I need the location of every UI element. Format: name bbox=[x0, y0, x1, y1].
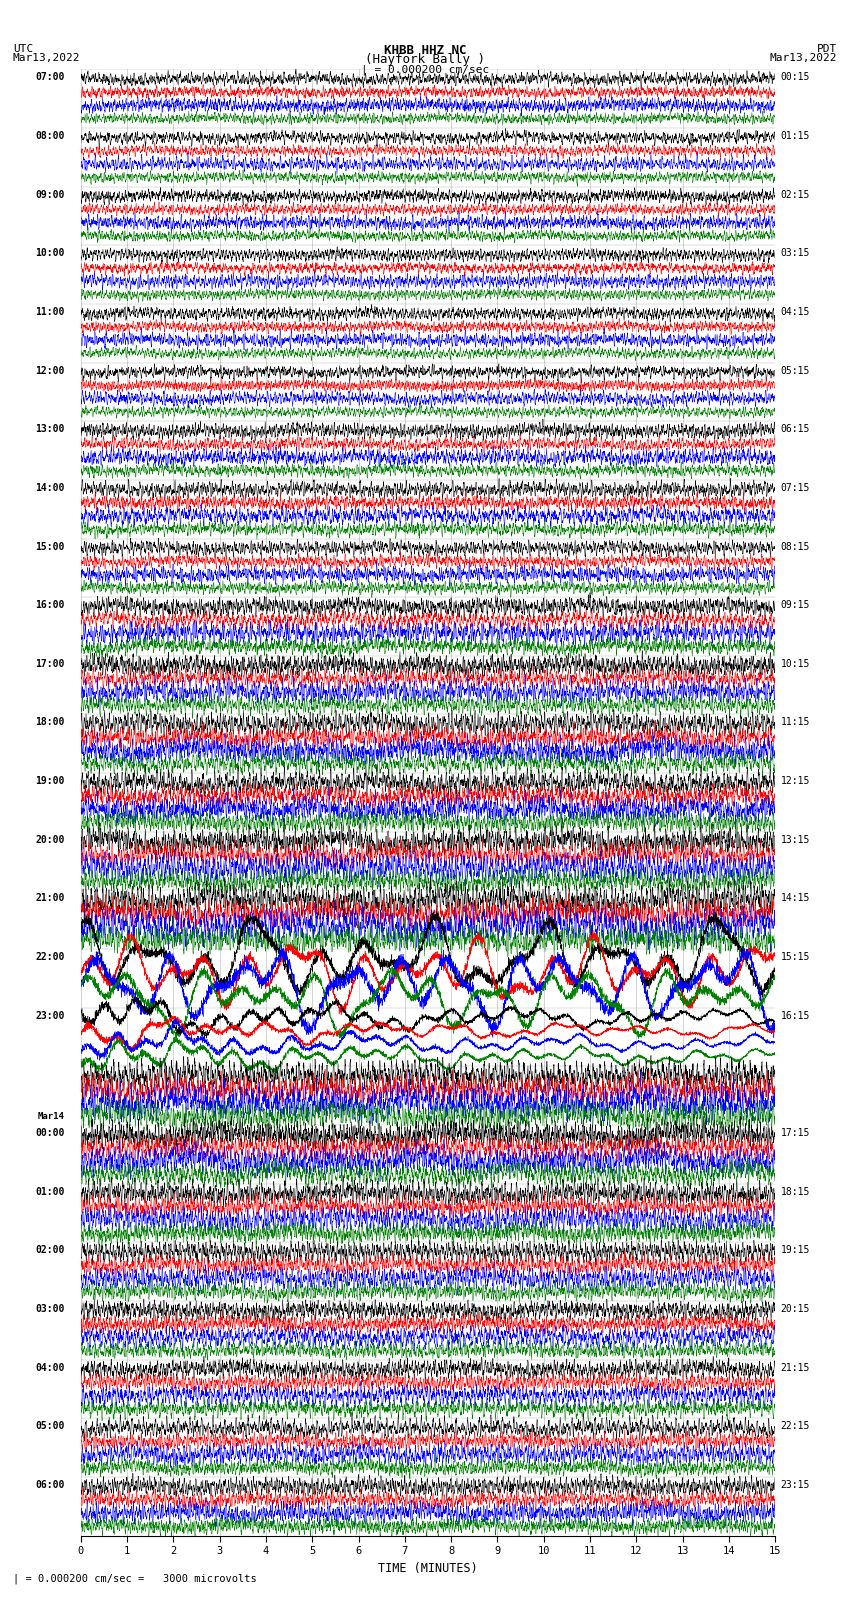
Text: 10:00: 10:00 bbox=[35, 248, 65, 258]
Text: 21:15: 21:15 bbox=[781, 1363, 810, 1373]
Text: 19:00: 19:00 bbox=[35, 776, 65, 786]
X-axis label: TIME (MINUTES): TIME (MINUTES) bbox=[378, 1561, 478, 1574]
Text: 02:00: 02:00 bbox=[35, 1245, 65, 1255]
Text: 12:00: 12:00 bbox=[35, 366, 65, 376]
Text: Mar14: Mar14 bbox=[37, 1111, 65, 1121]
Text: 07:15: 07:15 bbox=[781, 482, 810, 494]
Text: 23:15: 23:15 bbox=[781, 1479, 810, 1490]
Text: 02:15: 02:15 bbox=[781, 190, 810, 200]
Text: (Hayfork Bally ): (Hayfork Bally ) bbox=[365, 53, 485, 66]
Text: | = 0.000200 cm/sec: | = 0.000200 cm/sec bbox=[361, 65, 489, 76]
Text: 04:00: 04:00 bbox=[35, 1363, 65, 1373]
Text: 16:15: 16:15 bbox=[781, 1011, 810, 1021]
Text: PDT: PDT bbox=[817, 44, 837, 53]
Text: 11:00: 11:00 bbox=[35, 306, 65, 316]
Text: 11:15: 11:15 bbox=[781, 718, 810, 727]
Text: 06:00: 06:00 bbox=[35, 1479, 65, 1490]
Text: 03:15: 03:15 bbox=[781, 248, 810, 258]
Text: 07:00: 07:00 bbox=[35, 73, 65, 82]
Text: 13:15: 13:15 bbox=[781, 836, 810, 845]
Text: Mar13,2022: Mar13,2022 bbox=[13, 53, 80, 63]
Text: 01:00: 01:00 bbox=[35, 1187, 65, 1197]
Text: 23:00: 23:00 bbox=[35, 1011, 65, 1021]
Text: 18:00: 18:00 bbox=[35, 718, 65, 727]
Text: 17:15: 17:15 bbox=[781, 1127, 810, 1139]
Text: 22:00: 22:00 bbox=[35, 952, 65, 961]
Text: 21:00: 21:00 bbox=[35, 894, 65, 903]
Text: 16:00: 16:00 bbox=[35, 600, 65, 610]
Text: 20:15: 20:15 bbox=[781, 1303, 810, 1315]
Text: | = 0.000200 cm/sec =   3000 microvolts: | = 0.000200 cm/sec = 3000 microvolts bbox=[13, 1573, 257, 1584]
Text: 17:00: 17:00 bbox=[35, 658, 65, 669]
Text: 18:15: 18:15 bbox=[781, 1187, 810, 1197]
Text: 14:00: 14:00 bbox=[35, 482, 65, 494]
Text: 01:15: 01:15 bbox=[781, 131, 810, 140]
Text: 00:15: 00:15 bbox=[781, 73, 810, 82]
Text: Mar13,2022: Mar13,2022 bbox=[770, 53, 837, 63]
Text: 08:15: 08:15 bbox=[781, 542, 810, 552]
Text: 15:15: 15:15 bbox=[781, 952, 810, 961]
Text: 10:15: 10:15 bbox=[781, 658, 810, 669]
Text: 03:00: 03:00 bbox=[35, 1303, 65, 1315]
Text: UTC: UTC bbox=[13, 44, 33, 53]
Text: KHBB HHZ NC: KHBB HHZ NC bbox=[383, 44, 467, 56]
Text: 09:15: 09:15 bbox=[781, 600, 810, 610]
Text: 22:15: 22:15 bbox=[781, 1421, 810, 1431]
Text: 05:15: 05:15 bbox=[781, 366, 810, 376]
Text: 13:00: 13:00 bbox=[35, 424, 65, 434]
Text: 15:00: 15:00 bbox=[35, 542, 65, 552]
Text: 08:00: 08:00 bbox=[35, 131, 65, 140]
Text: 05:00: 05:00 bbox=[35, 1421, 65, 1431]
Text: 00:00: 00:00 bbox=[35, 1127, 65, 1139]
Text: 19:15: 19:15 bbox=[781, 1245, 810, 1255]
Text: 04:15: 04:15 bbox=[781, 306, 810, 316]
Text: 20:00: 20:00 bbox=[35, 836, 65, 845]
Text: 12:15: 12:15 bbox=[781, 776, 810, 786]
Text: 09:00: 09:00 bbox=[35, 190, 65, 200]
Text: 06:15: 06:15 bbox=[781, 424, 810, 434]
Text: 14:15: 14:15 bbox=[781, 894, 810, 903]
